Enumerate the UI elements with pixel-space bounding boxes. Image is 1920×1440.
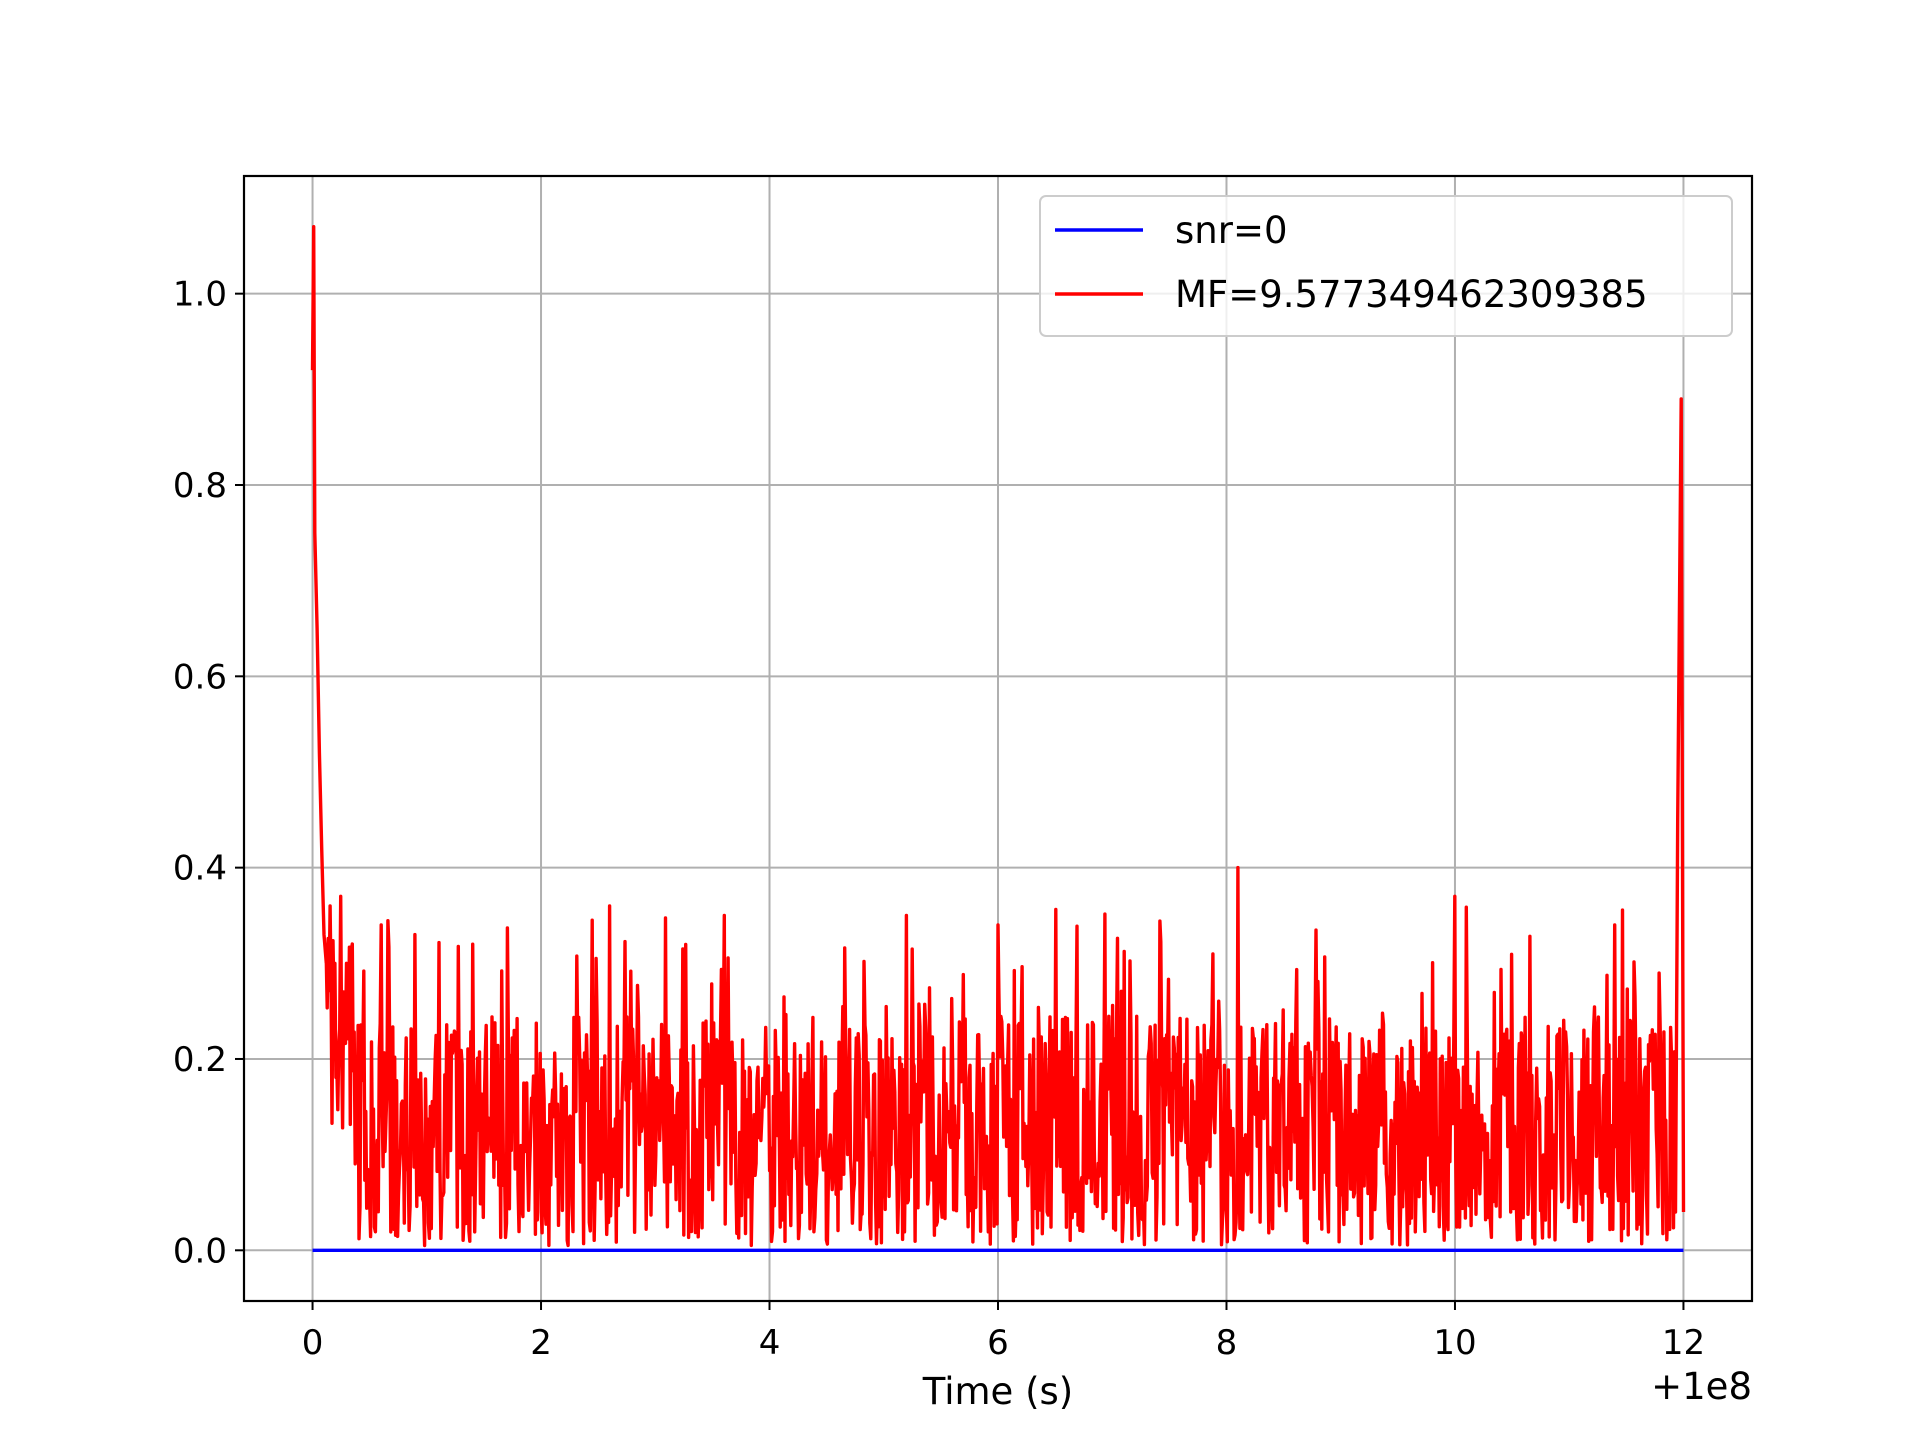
y-tick-label: 0.4 (173, 849, 227, 889)
x-tick-label: 4 (759, 1323, 781, 1363)
x-tick-label: 10 (1433, 1323, 1476, 1363)
x-axis-label: Time (s) (922, 1370, 1073, 1413)
y-tick-label: 0.2 (173, 1040, 227, 1080)
x-tick-label: 8 (1216, 1323, 1238, 1363)
x-tick-label: 12 (1662, 1323, 1705, 1363)
x-tick-label: 0 (302, 1323, 324, 1363)
x-tick-label: 2 (530, 1323, 552, 1363)
legend-box (1039, 195, 1733, 337)
x-axis-offset-label: +1e8 (1651, 1365, 1752, 1408)
y-tick-label: 0.0 (173, 1231, 227, 1271)
legend-label: MF=9.577349462309385 (1175, 273, 1648, 316)
y-tick-label: 0.8 (173, 466, 227, 506)
axis-ticks: 0 2 4 6 8 10 12 0.0 0.2 0.4 0.6 0.8 1.0 (173, 275, 1705, 1363)
y-tick-label: 1.0 (173, 275, 227, 315)
legend-label: snr=0 (1175, 209, 1287, 252)
series-lines (310, 225, 1686, 1252)
series-line-mf (310, 225, 1686, 1248)
legend: snr=0 MF=9.577349462309385 (1039, 195, 1733, 337)
y-tick-label: 0.6 (173, 657, 227, 697)
x-tick-label: 6 (987, 1323, 1009, 1363)
